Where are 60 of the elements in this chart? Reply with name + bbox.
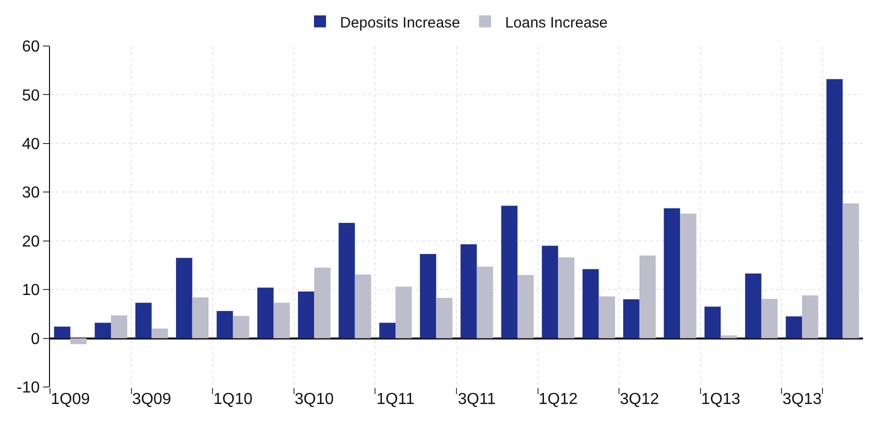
bar: [338, 222, 355, 338]
y-tick-label: 60: [22, 38, 40, 56]
y-tick-label: 50: [22, 87, 40, 104]
bar: [761, 298, 778, 338]
x-tick-label: 3Q10: [294, 391, 334, 408]
x-tick-label: 1Q09: [50, 391, 90, 408]
bar: [582, 269, 599, 338]
x-tick-label: 3Q11: [458, 391, 496, 408]
bar: [257, 288, 274, 338]
bar: [826, 79, 843, 338]
bar: [274, 302, 290, 338]
x-tick-label: 1Q12: [538, 391, 578, 408]
bar: [192, 297, 209, 338]
bar: [152, 328, 168, 338]
x-tick-label: 3Q12: [620, 391, 660, 408]
bar: [232, 316, 250, 338]
bar: [501, 206, 518, 338]
bar: [623, 299, 640, 338]
x-tick-label: 3Q09: [132, 391, 172, 408]
bar: [558, 257, 574, 338]
x-tick-label: 1Q11: [376, 391, 415, 408]
bar: [542, 246, 558, 338]
y-tick-label: 30: [22, 184, 40, 202]
bar: [598, 296, 616, 338]
legend-label: Loans Increase: [505, 14, 608, 32]
bar: [354, 274, 372, 338]
bar: [420, 254, 436, 338]
bar: [135, 302, 152, 338]
bar: [298, 292, 314, 338]
bar: [786, 316, 802, 338]
y-tick-label: 20: [22, 233, 40, 250]
bar: [176, 258, 192, 338]
bar: [460, 244, 477, 338]
y-tick-label: -10: [16, 380, 40, 397]
x-tick-label: 1Q10: [213, 391, 253, 408]
bar: [664, 208, 680, 338]
bar: [704, 306, 721, 338]
bar: [396, 286, 412, 338]
bar: [720, 335, 737, 338]
bar: [517, 274, 534, 338]
bar: [476, 266, 494, 338]
bar: [54, 326, 70, 338]
x-tick-label: 3Q13: [782, 391, 822, 408]
bar: [70, 338, 87, 344]
bar: [842, 203, 859, 338]
bar: [110, 315, 128, 338]
bar: [379, 322, 396, 338]
legend-label: Deposits Increase: [340, 14, 460, 32]
bar: [436, 298, 452, 338]
x-tick-label: 1Q13: [701, 391, 740, 408]
bar: [314, 268, 330, 338]
y-tick-label: 40: [22, 136, 40, 154]
bar: [802, 295, 818, 338]
bar: [216, 311, 233, 338]
y-tick-label: 10: [22, 282, 40, 300]
bar: [94, 322, 111, 338]
bar: [680, 214, 696, 338]
bar: [745, 274, 762, 338]
y-tick-label: 0: [30, 330, 40, 348]
bar: [639, 255, 656, 338]
